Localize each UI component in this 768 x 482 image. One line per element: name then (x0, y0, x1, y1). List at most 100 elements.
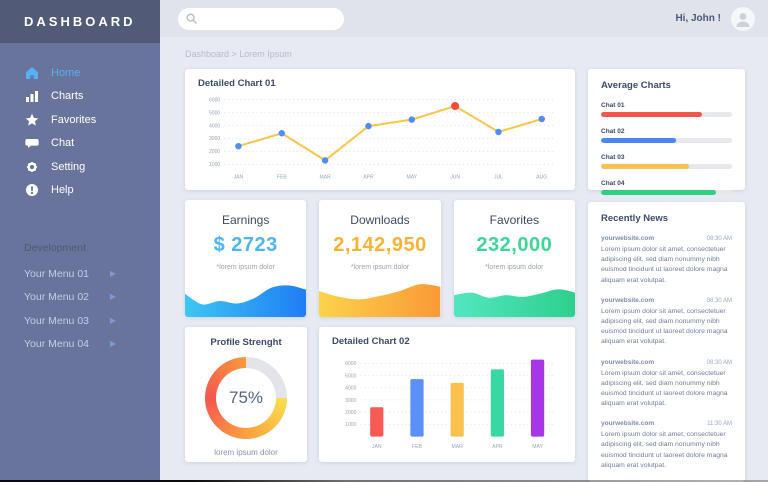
stat-note: *lorem ipsum dolor (485, 264, 544, 271)
sidebar-item-favorites[interactable]: Favorites (0, 108, 160, 132)
stat-value: 2,142,950 (333, 234, 427, 256)
sidebar-item-chat[interactable]: Chat (0, 132, 160, 156)
avg-bar-row: Chat 04 (601, 180, 732, 195)
svg-text:MAR: MAR (452, 444, 464, 450)
chevron-right-icon: ▶ (109, 268, 116, 278)
svg-text:4000: 4000 (209, 123, 220, 129)
stat-row: Earnings $ 2723 *lorem ipsum dolor Downl… (185, 200, 575, 317)
progress-fill (601, 112, 702, 117)
downloads-card: Downloads 2,142,950 *lorem ipsum dolor (319, 200, 441, 317)
sidebar-item-your-menu-01[interactable]: Your Menu 01 ▶ (0, 262, 160, 286)
sidebar-item-home[interactable]: Home (0, 61, 160, 85)
sidebar-nav: Home Charts Favorites Chat (0, 61, 160, 202)
donut-chart: 75% (205, 357, 287, 439)
news-source-link[interactable]: yourwebsite.com (601, 235, 655, 242)
profile-title: Profile Strenght (210, 337, 282, 348)
progress-track (601, 112, 732, 117)
sidebar-item-your-menu-04[interactable]: Your Menu 04 ▶ (0, 333, 160, 357)
svg-text:1000: 1000 (345, 422, 356, 428)
news-item-header: yourwebsite.com 11:30 AM (601, 420, 732, 427)
svg-text:5000: 5000 (345, 373, 356, 379)
news-item-header: yourwebsite.com 08:30 AM (601, 235, 732, 242)
downloads-sparkline (319, 275, 441, 317)
svg-text:JAN: JAN (372, 444, 382, 450)
sidebar-item-label: Chat (51, 137, 75, 150)
news-item-header: yourwebsite.com 08:30 AM (601, 359, 732, 366)
svg-text:JUN: JUN (450, 174, 460, 180)
svg-text:3000: 3000 (345, 398, 356, 404)
svg-text:JUL: JUL (494, 174, 503, 180)
average-charts-card: Average Charts Chat 01 Chat 02 Chat 03 (588, 69, 745, 195)
sidebar-item-your-menu-03[interactable]: Your Menu 03 ▶ (0, 309, 160, 333)
avg-bar-row: Chat 01 (601, 102, 732, 117)
stat-title: Downloads (350, 213, 410, 227)
dashboard-grid: Detailed Chart 01 6000 5000 4000 3000 2000 10… (185, 69, 745, 482)
dev-menu-label: Your Menu 04 (24, 338, 89, 351)
sidebar-item-help[interactable]: Help (0, 179, 160, 203)
detailed-chart-01-card: Detailed Chart 01 6000 5000 4000 3000 2000 10… (185, 69, 575, 190)
bottom-edge (0, 480, 768, 482)
avg-bar-label: Chat 01 (601, 102, 625, 109)
bar-chart-icon (24, 89, 40, 103)
news-source-link[interactable]: yourwebsite.com (601, 420, 655, 428)
chevron-right-icon: ▶ (109, 292, 116, 302)
sidebar-header: DASHBOARD (0, 0, 160, 43)
progress-track (601, 190, 732, 195)
sidebar-item-charts[interactable]: Charts (0, 85, 160, 109)
user-avatar[interactable] (731, 6, 755, 31)
news-body: Lorem ipsum dolor sit amet, consectetuer… (601, 307, 728, 346)
chart-title: Detailed Chart 01 (198, 78, 276, 89)
news-item: yourwebsite.com 08:30 AM Lorem ipsum dol… (601, 235, 732, 286)
app-title: DASHBOARD (24, 14, 136, 29)
svg-text:APR: APR (363, 174, 374, 180)
home-icon (24, 66, 40, 80)
progress-fill (601, 164, 689, 169)
stat-title: Earnings (221, 213, 270, 227)
sidebar-item-label: Favorites (51, 113, 97, 126)
stat-value: $ 2723 (213, 234, 278, 256)
news-source-link[interactable]: yourwebsite.com (601, 358, 655, 366)
avg-bar-label: Chat 04 (601, 180, 625, 187)
right-column: Average Charts Chat 01 Chat 02 Chat 03 (588, 69, 745, 482)
favorites-sparkline (453, 275, 575, 317)
svg-text:6000: 6000 (209, 97, 220, 103)
sidebar-item-your-menu-02[interactable]: Your Menu 02 ▶ (0, 286, 160, 310)
news-timestamp: 08:30 AM (706, 297, 732, 304)
news-timestamp: 08:30 AM (706, 236, 732, 242)
donut-hole: 75% (216, 368, 276, 428)
progress-fill (601, 138, 676, 143)
svg-text:MAY: MAY (406, 174, 417, 180)
search-box[interactable] (178, 7, 344, 30)
svg-text:APR: APR (492, 444, 503, 450)
svg-text:MAY: MAY (532, 444, 543, 450)
sidebar-item-label: Charts (51, 90, 84, 103)
sidebar-item-setting[interactable]: Setting (0, 155, 160, 179)
stat-note: *lorem ipsum dolor (350, 264, 410, 271)
bottom-row: Profile Strenght 75% lorem ipsum dolor D… (185, 327, 575, 462)
svg-text:FEB: FEB (412, 444, 422, 450)
profile-note: lorem ipsum dolor (214, 448, 278, 457)
breadcrumb[interactable]: Dashboard > Lorem Ipsum (185, 49, 292, 59)
avg-bar-label: Chat 03 (601, 154, 625, 161)
search-input[interactable] (202, 13, 332, 24)
news-item-header: yourwebsite.com 08:30 AM (601, 297, 732, 304)
chevron-right-icon: ▶ (109, 339, 116, 349)
dev-menu-label: Your Menu 03 (24, 314, 89, 327)
stat-title: Favorites (489, 213, 539, 227)
news-source-link[interactable]: yourwebsite.com (601, 296, 655, 304)
news-body: Lorem ipsum dolor sit amet, consectetuer… (601, 246, 728, 284)
svg-text:AUG: AUG (536, 174, 547, 180)
svg-text:2000: 2000 (345, 410, 356, 416)
news-body: Lorem ipsum dolor sit amet, consectetuer… (601, 431, 728, 469)
chat-bubble-icon (24, 136, 40, 150)
news-item: yourwebsite.com 08:30 AM Lorem ipsum dol… (601, 359, 732, 410)
svg-text:JAN: JAN (234, 174, 244, 180)
avg-title: Average Charts (601, 80, 671, 91)
progress-track (601, 138, 732, 143)
svg-text:6000: 6000 (345, 361, 356, 367)
help-icon (24, 183, 40, 197)
avg-bar-label: Chat 02 (601, 128, 625, 135)
earnings-sparkline (185, 275, 307, 317)
svg-text:5000: 5000 (209, 110, 220, 116)
